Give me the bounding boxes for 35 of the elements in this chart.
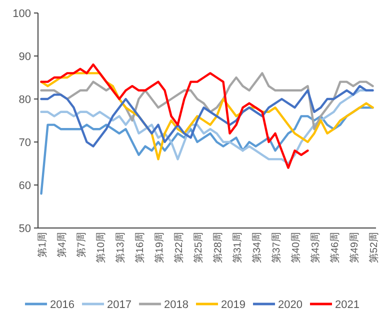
x-tick-label: 第25周 [192, 232, 204, 264]
x-tick-label: 第13周 [114, 232, 126, 264]
line-series [40, 63, 309, 169]
x-tick-label: 第52周 [368, 232, 380, 264]
legend-label: 2021 [335, 299, 360, 311]
y-tick-label: 90 [18, 51, 31, 63]
x-tick-label: 第7周 [75, 232, 88, 258]
x-tick-label: 第28周 [212, 232, 224, 264]
legend-label: 2017 [107, 299, 132, 311]
legend-label: 2020 [278, 299, 302, 311]
x-tick-label: 第1周 [36, 232, 48, 258]
x-tick-label: 第16周 [134, 232, 146, 264]
y-tick-label: 50 [18, 223, 31, 235]
x-tick-label: 第31周 [231, 232, 244, 264]
x-tick-label: 第4周 [56, 232, 68, 258]
x-tick-label: 第49周 [348, 232, 360, 264]
y-tick-label: 60 [18, 180, 31, 192]
legend-label: 2016 [50, 299, 74, 311]
line-series [40, 85, 374, 148]
x-tick-label: 第10周 [94, 232, 107, 264]
legend-label: 2019 [221, 299, 246, 311]
x-tick-label: 第34周 [250, 232, 263, 264]
x-tick-label: 第46周 [328, 232, 341, 264]
line-series [40, 106, 374, 195]
x-tick-label: 第22周 [172, 232, 185, 264]
y-tick-label: 80 [18, 94, 31, 106]
y-tick-label: 70 [18, 137, 31, 149]
line-series [40, 72, 374, 160]
y-tick-label: 100 [12, 8, 31, 20]
legend-label: 2018 [164, 299, 188, 311]
line-series [40, 72, 374, 130]
x-tick-label: 第37周 [270, 232, 282, 264]
x-tick-label: 第43周 [309, 232, 322, 264]
x-tick-label: 第19周 [153, 232, 166, 264]
x-tick-label: 第40周 [290, 232, 302, 264]
